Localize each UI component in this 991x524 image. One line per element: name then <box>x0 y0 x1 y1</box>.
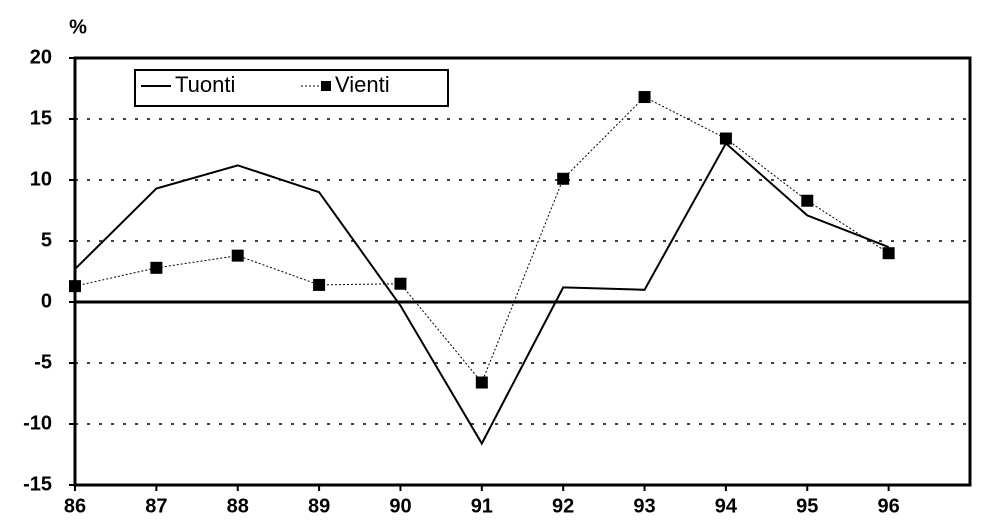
y-tick-label: -5 <box>34 351 52 373</box>
y-tick-label: 5 <box>41 229 52 251</box>
marker <box>882 247 895 260</box>
plot-frame <box>73 56 972 487</box>
legend-box <box>134 69 449 107</box>
x-tick-label: 96 <box>878 495 900 517</box>
marker <box>638 91 651 104</box>
y-axis-label: % <box>69 16 87 38</box>
y-tick-label: 0 <box>41 290 52 312</box>
marker <box>150 261 163 274</box>
marker <box>557 172 570 185</box>
y-tick-label: -15 <box>23 473 52 495</box>
y-tick-label: 20 <box>30 46 52 68</box>
x-tick-label: 87 <box>145 495 167 517</box>
marker <box>719 132 732 145</box>
x-tick-label: 95 <box>796 495 818 517</box>
series-line <box>74 141 889 446</box>
marker <box>394 277 407 290</box>
y-tick-label: 10 <box>30 168 52 190</box>
x-tick-label: 94 <box>715 495 738 517</box>
legend-label: Vienti <box>335 72 390 97</box>
x-tick-label: 92 <box>552 495 574 517</box>
x-tick-label: 93 <box>633 495 655 517</box>
marker <box>475 376 488 389</box>
marker <box>313 278 326 291</box>
marker <box>231 249 244 262</box>
x-tick-label: 86 <box>64 495 86 517</box>
x-tick-label: 89 <box>308 495 330 517</box>
marker <box>69 280 81 293</box>
legend-label: Tuonti <box>175 72 235 97</box>
y-tick-label: -10 <box>23 412 52 434</box>
x-tick-label: 91 <box>471 495 493 517</box>
marker <box>801 194 814 207</box>
series-line <box>74 96 889 384</box>
x-tick-label: 90 <box>389 495 411 517</box>
legend-marker <box>321 81 331 91</box>
y-tick-label: 15 <box>30 107 52 129</box>
x-tick-label: 88 <box>227 495 249 517</box>
